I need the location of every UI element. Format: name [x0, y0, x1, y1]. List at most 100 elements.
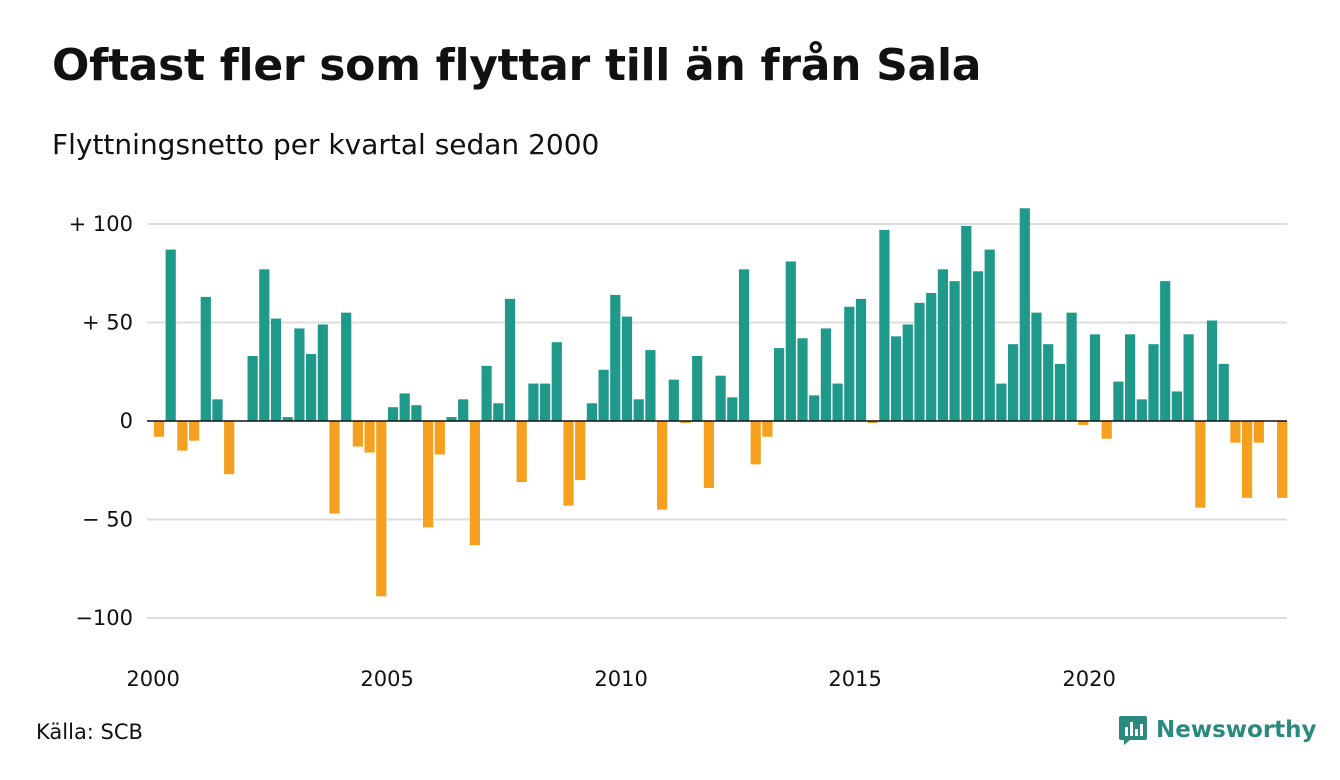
y-tick-label: 0 — [120, 409, 133, 433]
y-tick-label: −100 — [75, 606, 133, 630]
x-tick-label: 2005 — [360, 667, 413, 691]
bar — [200, 296, 211, 421]
bar — [727, 397, 738, 421]
source-note: Källa: SCB — [36, 720, 143, 744]
bar — [458, 399, 469, 421]
bar — [306, 354, 317, 421]
bar — [1078, 421, 1089, 425]
bar — [1101, 421, 1112, 439]
bar — [1089, 334, 1101, 421]
bar — [446, 417, 457, 421]
bar — [668, 379, 679, 421]
bar — [399, 393, 410, 421]
bar — [294, 328, 305, 421]
y-tick-label: + 50 — [82, 311, 133, 335]
bar — [621, 316, 633, 421]
bar — [692, 355, 703, 421]
bar — [1218, 363, 1229, 421]
bar — [364, 421, 375, 453]
bar — [879, 229, 890, 421]
bar — [551, 342, 562, 421]
bar — [645, 350, 656, 421]
bar — [469, 421, 480, 546]
bar — [844, 306, 855, 421]
bar — [270, 318, 282, 421]
bar — [937, 269, 948, 421]
bar — [212, 399, 223, 421]
bar — [1277, 421, 1288, 498]
bar — [715, 375, 726, 421]
bar — [434, 421, 445, 455]
bar — [1206, 320, 1218, 421]
bar-series — [153, 208, 1288, 597]
bar — [1031, 312, 1042, 421]
bar — [376, 421, 387, 597]
bar — [504, 298, 516, 421]
bar — [738, 269, 750, 421]
brand-name: Newsworthy — [1156, 717, 1317, 743]
bar — [1054, 363, 1065, 421]
bar — [411, 405, 422, 421]
chart-title: Oftast fler som flyttar till än från Sal… — [52, 40, 982, 91]
bar — [891, 336, 902, 421]
bar — [1136, 399, 1147, 421]
bar — [1148, 344, 1159, 421]
bar — [153, 421, 165, 437]
bar — [1242, 421, 1253, 498]
bar — [867, 421, 878, 423]
bar — [984, 249, 995, 421]
bar — [575, 421, 586, 481]
bar — [1230, 421, 1241, 443]
bar — [774, 348, 785, 421]
bar — [1113, 381, 1124, 421]
bar — [540, 383, 551, 421]
bar — [563, 421, 574, 506]
bar — [785, 261, 796, 421]
bar — [902, 324, 913, 421]
bar — [493, 403, 504, 421]
y-axis-ticks: + 100 + 50 0 − 50 −100 — [69, 212, 133, 630]
bar — [352, 421, 363, 447]
bar — [855, 298, 867, 421]
bar — [387, 407, 399, 421]
x-tick-label: 2010 — [594, 667, 647, 691]
bar — [820, 328, 831, 421]
y-tick-label: − 50 — [82, 508, 133, 532]
x-tick-label: 2000 — [126, 667, 179, 691]
bar — [797, 338, 808, 421]
bar — [1125, 334, 1136, 421]
y-tick-label: + 100 — [69, 212, 133, 236]
bar — [657, 421, 668, 510]
bar — [1171, 391, 1182, 421]
bar — [996, 383, 1007, 421]
bar — [832, 383, 843, 421]
bar — [961, 225, 972, 421]
bar — [329, 421, 340, 514]
bar — [189, 421, 200, 441]
bar — [1253, 421, 1264, 443]
bar — [1008, 344, 1019, 421]
bar — [914, 302, 925, 421]
bar — [516, 421, 527, 483]
bar — [598, 369, 609, 421]
bar — [586, 403, 597, 421]
bar — [177, 421, 188, 451]
bar — [762, 421, 773, 437]
bar — [680, 421, 691, 423]
bar — [1066, 312, 1077, 421]
bar — [282, 417, 293, 421]
x-tick-label: 2020 — [1062, 667, 1115, 691]
bar — [1183, 334, 1194, 421]
bar — [703, 421, 714, 488]
bar — [1043, 344, 1054, 421]
bar — [610, 294, 621, 421]
x-axis-ticks: 2000 2005 2010 2015 2020 — [126, 667, 1115, 691]
bar — [165, 249, 176, 421]
bar-chart-logo-icon — [1119, 716, 1147, 745]
bar — [949, 281, 960, 421]
bar — [1195, 421, 1206, 508]
bar — [972, 271, 984, 421]
chart-subtitle: Flyttningsnetto per kvartal sedan 2000 — [52, 128, 600, 161]
bar — [341, 312, 352, 421]
